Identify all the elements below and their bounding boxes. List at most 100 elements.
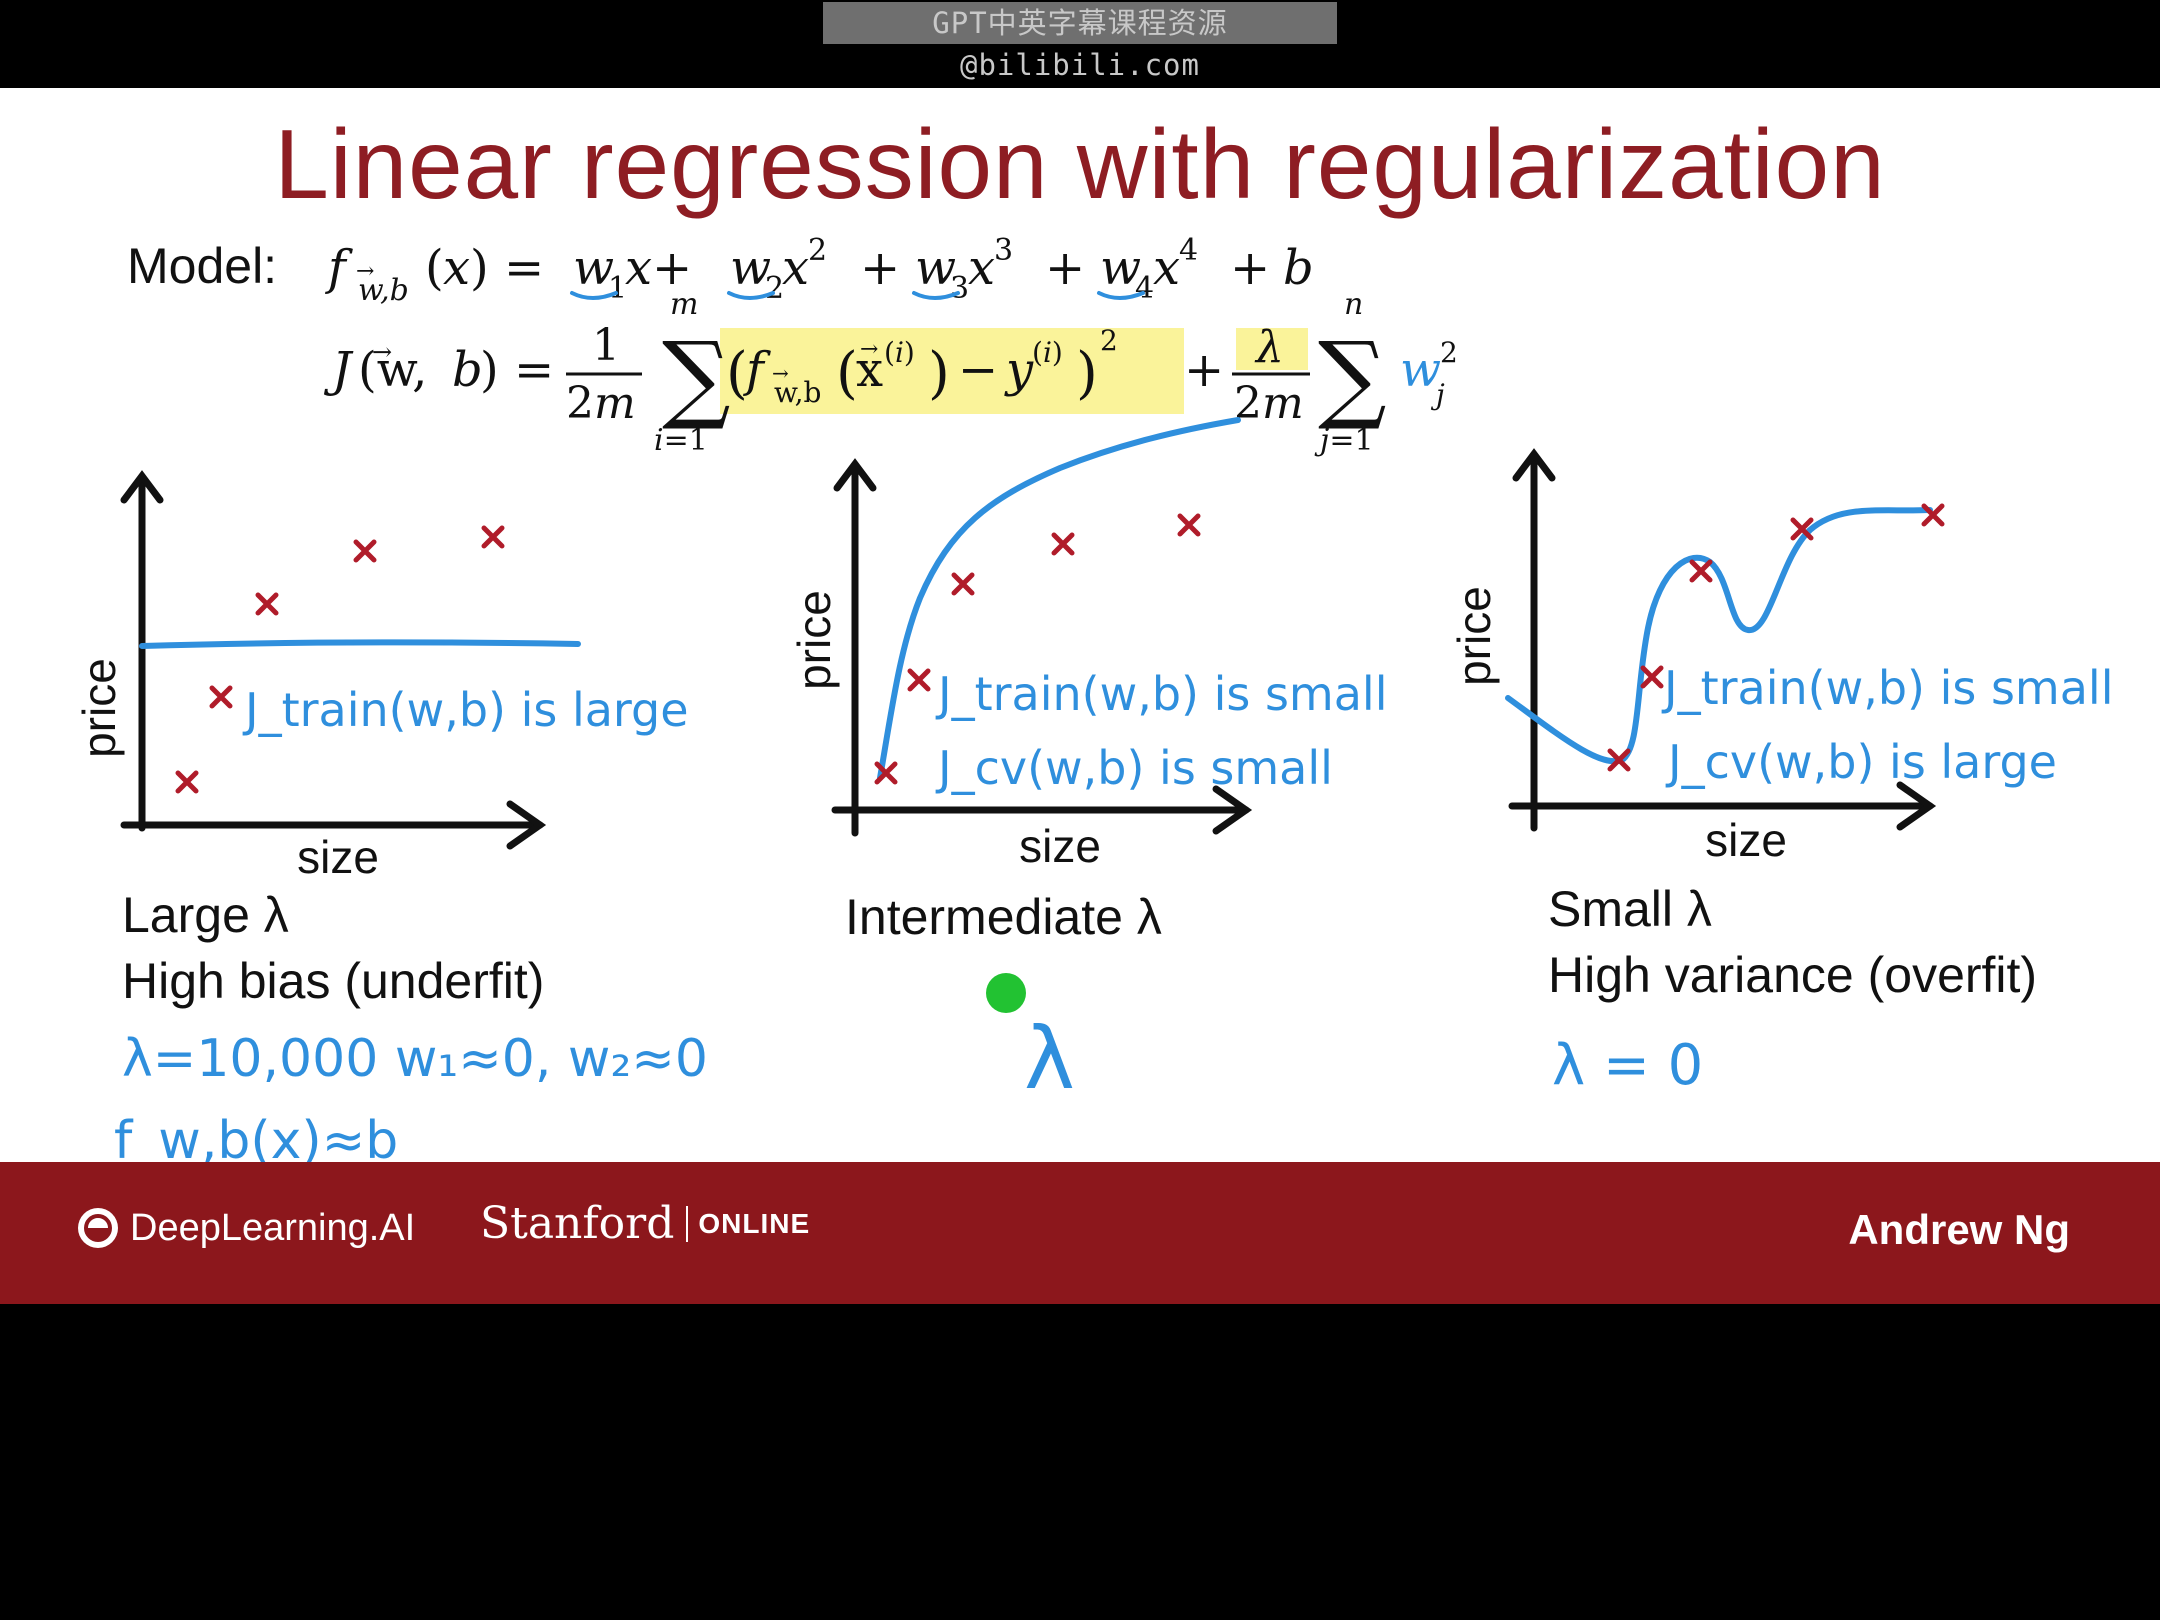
svg-text:1: 1 (592, 320, 620, 371)
deeplearning-logo: DeepLearning.AI (76, 1206, 415, 1250)
annotation-2b: J_cv(w,b) is small (935, 741, 1333, 795)
svg-text:i=1: i=1 (654, 423, 708, 458)
note-2a: λ (1024, 1009, 1075, 1109)
svg-text:w,b: w,b (358, 273, 409, 308)
svg-text:∑: ∑ (662, 321, 731, 433)
svg-text:(: ( (425, 240, 444, 296)
svg-text:y: y (1004, 342, 1034, 398)
svg-text:(: ( (836, 341, 858, 406)
note-1b: f_w,b(x)≈b (114, 1111, 398, 1171)
lambda-highlight (1236, 328, 1308, 370)
svg-text:2: 2 (808, 233, 827, 268)
weight-underlines (570, 291, 1145, 300)
data-points-3 (1607, 503, 1945, 772)
brand-name: DeepLearning.AI (130, 1206, 416, 1249)
annotation-3b: J_cv(w,b) is large (1665, 735, 2057, 789)
svg-text:n: n (1344, 287, 1363, 322)
caption-2-heading: Intermediate λ (845, 889, 1162, 945)
annotation-1a: J_train(w,b) is large (242, 683, 689, 737)
svg-text:b: b (452, 342, 483, 398)
data-points-2 (874, 513, 1201, 785)
svg-text:x: x (1153, 240, 1180, 296)
captions: Large λ High bias (underfit) Intermediat… (122, 881, 2037, 1009)
svg-text:+: + (860, 240, 900, 296)
cost-function: J (w, → b ) = 1 2m ∑ m i=1 ( f w,b → ( x… (323, 287, 1458, 458)
panel-small-lambda: price size J_train(w,b) is small J_cv(w,… (1448, 448, 2114, 866)
svg-text:2: 2 (1440, 336, 1458, 369)
axes-3 (1508, 448, 1937, 832)
x-axis-label-1: size (297, 831, 379, 883)
error-term-highlight (720, 328, 1184, 414)
svg-text:w,b: w,b (774, 376, 821, 409)
svg-text:2: 2 (1100, 324, 1118, 357)
x-axis-label-2: size (1019, 820, 1101, 872)
svg-text:∑: ∑ (1318, 321, 1387, 433)
slide-title: Linear regression with regularization (274, 109, 1886, 219)
footer-bar: DeepLearning.AI Stanford ONLINE Andrew N… (0, 1162, 2160, 1304)
fit-curve-1 (139, 639, 581, 649)
annotation-3a: J_train(w,b) is small (1661, 661, 2114, 715)
fit-curve-2 (877, 417, 1241, 781)
annotation-2a: J_train(w,b) is small (935, 667, 1388, 721)
svg-text:m: m (670, 287, 698, 322)
svg-text:→: → (860, 337, 878, 362)
note-3a: λ = 0 (1552, 1033, 1703, 1098)
model-label: Model: (127, 238, 277, 294)
online-label: ONLINE (698, 1207, 811, 1239)
svg-text:+: + (1045, 240, 1085, 296)
svg-text:−: − (958, 342, 998, 398)
y-axis-label-3: price (1448, 586, 1500, 686)
svg-text:x: x (625, 240, 652, 296)
logo-separator (686, 1205, 689, 1242)
note-1a: λ=10,000 w₁≈0, w₂≈0 (122, 1029, 708, 1089)
svg-text:4: 4 (1179, 233, 1198, 268)
svg-text:1: 1 (608, 271, 627, 306)
caption-1-subheading: High bias (underfit) (122, 953, 544, 1009)
svg-text:f: f (325, 240, 353, 296)
svg-text:→: → (356, 259, 374, 284)
handwritten-notes: λ=10,000 w₁≈0, w₂≈0 f_w,b(x)≈b λ λ = 0 (114, 1009, 1703, 1171)
data-points-1 (175, 525, 505, 794)
svg-text:(w,: (w, (358, 342, 427, 398)
svg-text:(i): (i) (1032, 336, 1063, 369)
slide: Linear regression with regularization Mo… (0, 88, 2160, 1304)
svg-text:x: x (443, 240, 470, 296)
svg-text:x: x (856, 342, 883, 398)
svg-text:) =: ) = (470, 240, 544, 296)
x-axis-label-3: size (1705, 814, 1787, 866)
panel-large-lambda: price size J_train(w,b) is large (73, 470, 689, 883)
y-axis-label-1: price (73, 658, 125, 758)
svg-text:2m: 2m (566, 378, 636, 429)
y-axis-label-2: price (788, 590, 840, 690)
watermark: GPT中英字幕课程资源@bilibili.com (823, 2, 1337, 82)
panel-intermediate-lambda: price size J_train(w,b) is small J_cv(w,… (788, 417, 1388, 872)
svg-text:4: 4 (1135, 271, 1154, 306)
svg-text:w: w (573, 240, 614, 296)
svg-text:w: w (1100, 240, 1141, 296)
svg-text:j=1: j=1 (1314, 423, 1374, 458)
axes-2 (831, 458, 1253, 837)
svg-text:x: x (968, 240, 995, 296)
svg-text:2: 2 (765, 271, 784, 306)
caption-3-heading: Small λ (1548, 881, 1712, 937)
svg-text:J: J (323, 342, 354, 398)
svg-text:(i): (i) (884, 336, 915, 369)
svg-text:x: x (782, 240, 809, 296)
stanford-online-logo: Stanford ONLINE (480, 1198, 810, 1249)
svg-text:→: → (372, 338, 392, 366)
svg-text:+: + (1184, 342, 1224, 398)
svg-text:λ: λ (1254, 322, 1284, 373)
svg-text:): ) (928, 341, 950, 406)
svg-text:) =: ) = (480, 342, 554, 398)
caption-1-heading: Large λ (122, 887, 289, 943)
svg-text:3: 3 (950, 271, 969, 306)
caption-3-subheading: High variance (overfit) (1548, 947, 2037, 1003)
svg-text:w: w (1400, 342, 1441, 398)
svg-text:w: w (915, 240, 956, 296)
svg-text:+: + (1230, 240, 1270, 296)
deeplearning-logo-icon (78, 1208, 118, 1248)
svg-text:2m: 2m (1234, 378, 1304, 429)
svg-text:(: ( (726, 341, 748, 406)
